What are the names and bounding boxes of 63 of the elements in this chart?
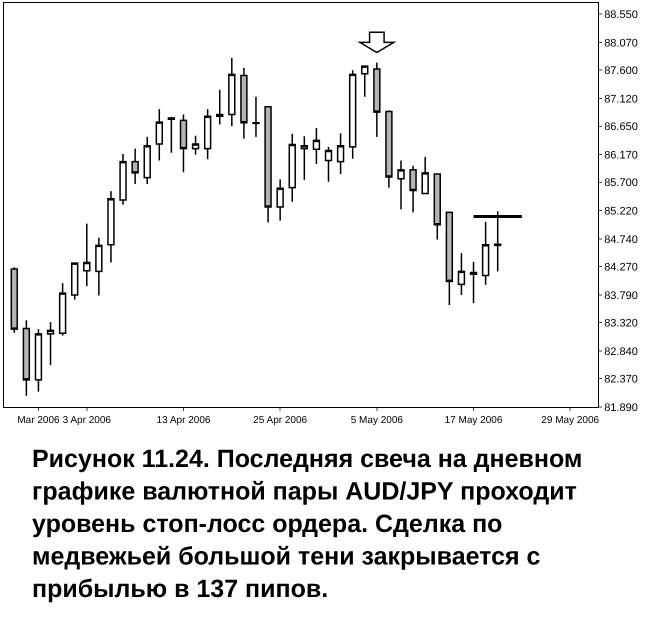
- candlestick: [228, 57, 236, 128]
- y-tick-label: 82.370: [604, 374, 638, 386]
- candlestick: [131, 148, 139, 185]
- candlestick: [264, 105, 272, 224]
- candlestick: [192, 134, 200, 156]
- candlestick: [470, 261, 478, 304]
- candlestick: [300, 136, 308, 181]
- candlestick: [252, 96, 260, 138]
- x-tick-label: 13 Apr 2006: [156, 415, 211, 426]
- candlestick: [95, 236, 103, 296]
- candlestick: [144, 136, 151, 185]
- candlestick: [240, 67, 248, 140]
- y-tick-label: 86.650: [604, 121, 638, 134]
- candlestick: [10, 266, 18, 334]
- candlestick: [482, 221, 490, 286]
- candlestick: [276, 178, 284, 222]
- candlestick: [312, 127, 320, 165]
- candlestick: [324, 146, 332, 182]
- candlestick: [434, 172, 441, 240]
- candlestick: [156, 108, 164, 162]
- candlestick: [70, 262, 78, 300]
- x-tick-label: 25 Apr 2006: [253, 415, 308, 426]
- candlestick: [385, 110, 393, 188]
- candlestick: [83, 222, 90, 287]
- y-tick-label: 84.270: [604, 261, 638, 274]
- y-tick-label: 88.550: [604, 9, 638, 22]
- y-tick-label: 85.700: [604, 177, 638, 190]
- y-tick-label: 81.890: [604, 402, 638, 414]
- y-tick-label: 87.600: [604, 65, 638, 78]
- candlestick: [204, 108, 212, 160]
- candlestick: [409, 165, 417, 214]
- candlestick: [446, 212, 454, 306]
- candlestick: [397, 160, 405, 210]
- x-tick-label: 5 May 2006: [350, 415, 404, 426]
- candlestick: [288, 133, 296, 203]
- candlestick: [34, 328, 42, 392]
- candlestick: [421, 156, 429, 195]
- y-tick-label: 82.840: [604, 346, 638, 358]
- x-tick-label: Mar 2006: [17, 415, 60, 426]
- candlestick: [361, 65, 368, 98]
- y-tick-label: 85.220: [604, 205, 638, 218]
- candlestick: [22, 320, 30, 397]
- text: Рисунок 11.24. Последняя свеча на дневном графике валютной пары AUD/JPY проходит уровень стоп-лосс ордера. Сделка по медвежьей большой тени закрывается с прибылью в 137 пипов.: [32, 445, 582, 603]
- candlestick: [348, 69, 356, 160]
- candlestick: [107, 190, 115, 264]
- candlestick: [216, 88, 224, 126]
- candlestick: [119, 153, 127, 206]
- y-tick-label: 88.070: [604, 37, 638, 50]
- x-tick-label: 17 May 2006: [444, 415, 503, 426]
- y-tick-label: 84.740: [604, 234, 638, 246]
- candlestick: [58, 282, 66, 336]
- x-tick-label: 29 May 2006: [541, 415, 600, 426]
- candlestick: [373, 62, 381, 138]
- candlestick: [180, 114, 188, 174]
- candlestick: [46, 321, 54, 366]
- candlestick: [458, 252, 466, 296]
- x-tick-label: 3 Apr 2006: [62, 415, 112, 426]
- candlestick: [168, 116, 176, 154]
- y-tick-label: 86.170: [604, 149, 638, 162]
- y-tick-label: 83.320: [604, 318, 638, 330]
- y-tick-label: 87.120: [604, 93, 638, 106]
- candlestick: [336, 132, 344, 175]
- y-tick-label: 83.790: [604, 290, 638, 302]
